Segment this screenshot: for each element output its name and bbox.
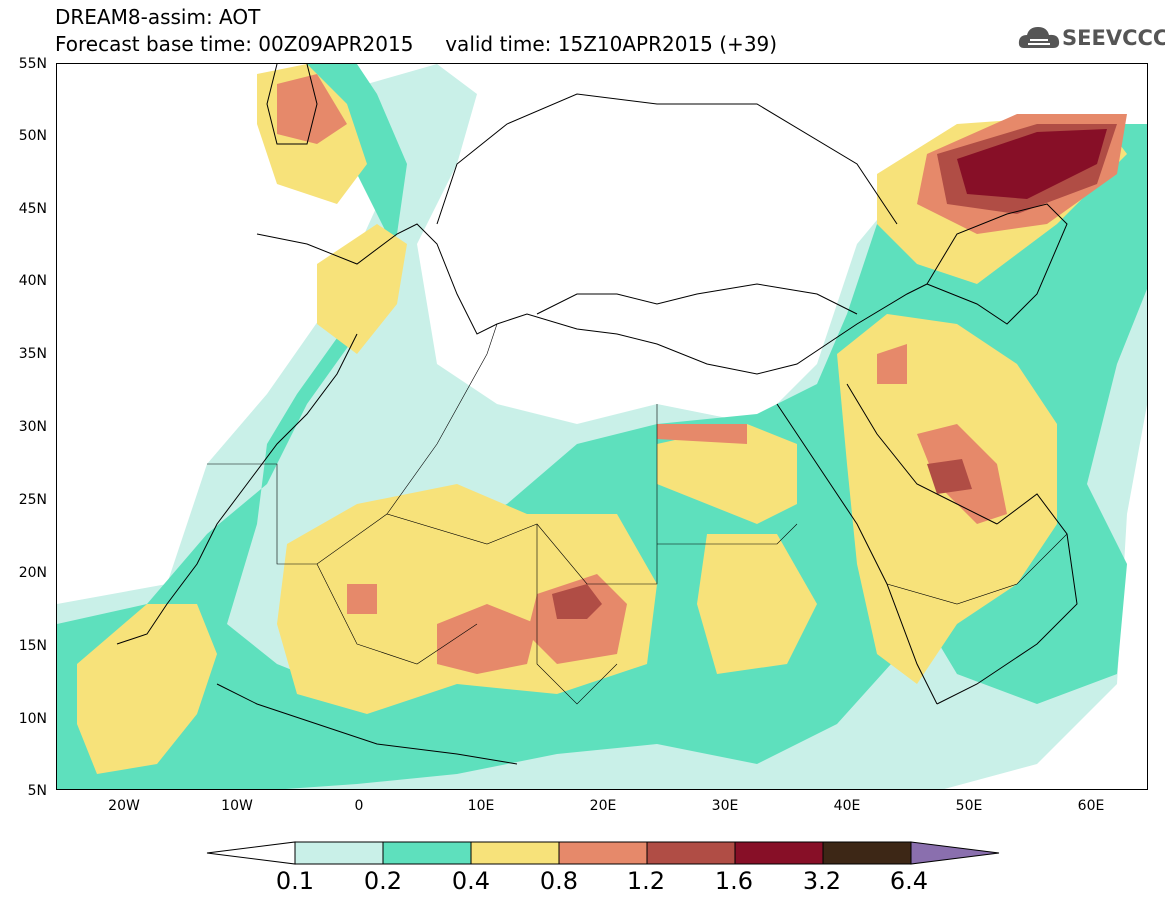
lat-label: 25N	[18, 492, 47, 508]
colorbar-label: 0.1	[275, 867, 315, 895]
colorbar	[206, 841, 1000, 865]
colorbar-segment	[734, 841, 824, 865]
colorbar-label: 6.4	[889, 867, 929, 895]
lon-label: 20W	[108, 798, 140, 814]
lon-label: 0	[354, 798, 364, 814]
lat-label: 40N	[18, 273, 47, 289]
colorbar-segment	[646, 841, 736, 865]
lat-label: 50N	[18, 128, 47, 144]
lat-label: 30N	[18, 419, 47, 435]
colorbar-label: 3.2	[802, 867, 842, 895]
lon-label: 10W	[221, 798, 253, 814]
title-variable: DREAM8-assim: AOT	[55, 5, 261, 29]
colorbar-label: 0.2	[363, 867, 403, 895]
lon-label: 20E	[589, 798, 617, 814]
colorbar-segment	[294, 841, 384, 865]
colorbar-label: 1.2	[626, 867, 666, 895]
lat-label: 5N	[27, 783, 47, 799]
aot-map	[57, 64, 1147, 789]
lat-label: 10N	[18, 711, 47, 727]
colorbar-segment	[470, 841, 560, 865]
lat-label: 35N	[18, 346, 47, 362]
map-area	[56, 63, 1148, 790]
lat-label: 20N	[18, 565, 47, 581]
coastlines	[116, 64, 1078, 765]
colorbar-label: 0.4	[451, 867, 491, 895]
colorbar-label: 0.8	[539, 867, 579, 895]
lon-label: 50E	[955, 798, 983, 814]
lat-label: 55N	[18, 56, 47, 72]
cloud-icon	[1018, 27, 1060, 48]
colorbar-segment	[822, 841, 912, 865]
logo: SEEVCCC	[1018, 22, 1165, 56]
title-times: Forecast base time: 00Z09APR2015 valid t…	[55, 32, 778, 56]
lon-label: 60E	[1077, 798, 1105, 814]
lon-label: 10E	[467, 798, 495, 814]
logo-text: SEEVCCC	[1062, 26, 1165, 50]
colorbar-label: 1.6	[714, 867, 754, 895]
lon-label: 40E	[833, 798, 861, 814]
aot-contour-1.6	[957, 129, 1107, 199]
colorbar-segment	[558, 841, 648, 865]
country-borders	[207, 323, 1068, 705]
colorbar-segment	[910, 841, 1000, 865]
colorbar-segment	[382, 841, 472, 865]
colorbar-segment	[206, 841, 296, 865]
lat-label: 15N	[18, 638, 47, 654]
lat-label: 45N	[18, 201, 47, 217]
lon-label: 30E	[711, 798, 739, 814]
